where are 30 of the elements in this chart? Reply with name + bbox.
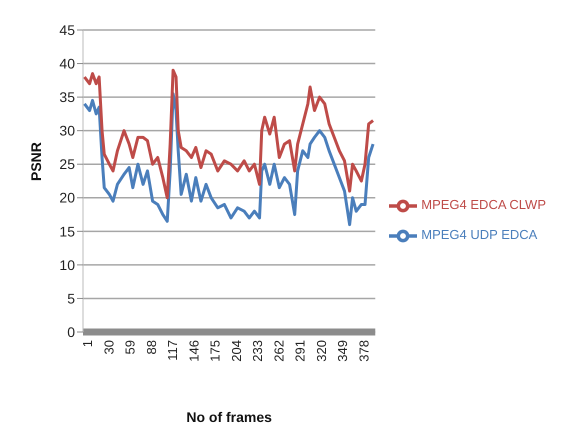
y-tick-label: 20 (59, 190, 76, 206)
x-tick-label: 88 (144, 340, 159, 354)
y-tick-label: 35 (59, 89, 76, 106)
x-tick-label: 1 (80, 340, 96, 348)
x-axis-title: No of frames (186, 409, 272, 425)
x-tick-label: 262 (271, 340, 286, 362)
x-tick-label: 291 (292, 340, 308, 362)
x-tick-label: 30 (101, 340, 116, 354)
x-tick-label: 175 (208, 340, 223, 362)
x-tick-label: 349 (335, 340, 350, 362)
y-tick-label: 40 (59, 56, 76, 72)
x-tick-label: 378 (356, 340, 372, 362)
line-series (83, 68, 375, 200)
x-tick-label: 204 (228, 340, 244, 362)
line-series (83, 92, 375, 226)
y-tick-label: 25 (59, 156, 76, 172)
x-tick-label: 117 (165, 340, 180, 361)
x-tick-label: 233 (250, 340, 266, 362)
y-tick-label: 15 (59, 223, 76, 240)
y-tick-label: 5 (67, 290, 76, 306)
y-tick-label: 45 (59, 22, 76, 38)
legend-label: MPEG4 EDCA CLWP (421, 197, 546, 212)
legend-label: MPEG4 UDP EDCA (421, 227, 538, 242)
x-tick-label: 146 (186, 340, 202, 362)
y-tick-label: 30 (59, 122, 76, 139)
x-tick-label: 59 (122, 340, 138, 354)
y-tick-label: 10 (59, 256, 76, 273)
x-tick-label: 320 (314, 340, 329, 362)
y-axis-title: PSNR (28, 142, 44, 181)
y-tick-label: 0 (67, 324, 76, 340)
